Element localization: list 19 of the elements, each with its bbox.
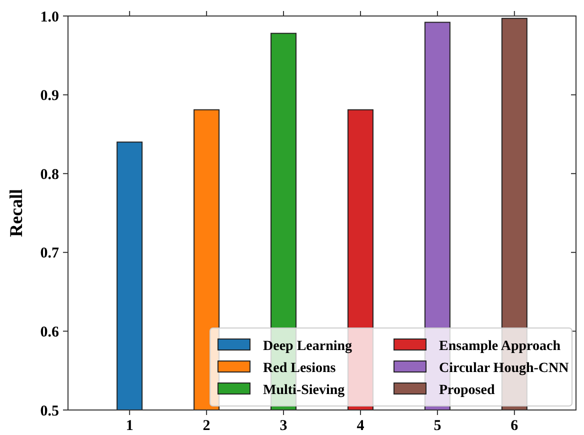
x-tick-label: 2 bbox=[202, 418, 210, 434]
legend-label: Multi-Sieving bbox=[263, 382, 345, 398]
x-tick-label: 6 bbox=[510, 418, 519, 434]
x-tick-label: 1 bbox=[126, 418, 134, 434]
x-tick-label: 3 bbox=[280, 418, 288, 434]
y-tick-label: 0.8 bbox=[40, 166, 59, 183]
y-tick-label: 0.9 bbox=[40, 88, 59, 104]
legend-label: Deep Learning bbox=[263, 338, 352, 354]
x-tick-label: 4 bbox=[356, 418, 365, 434]
y-tick-label: 1.0 bbox=[40, 9, 59, 26]
legend-label: Circular Hough-CNN bbox=[439, 360, 569, 376]
y-tick-label: 0.5 bbox=[40, 403, 59, 420]
legend-label: Proposed bbox=[439, 382, 495, 398]
x-tick-label: 5 bbox=[434, 418, 442, 434]
y-axis-title: Recall bbox=[6, 189, 26, 237]
legend-label: Red Lesions bbox=[263, 360, 336, 376]
y-tick-label: 0.6 bbox=[40, 324, 60, 340]
legend-label: Ensample Approach bbox=[439, 338, 561, 354]
y-tick-label: 0.7 bbox=[40, 246, 60, 262]
